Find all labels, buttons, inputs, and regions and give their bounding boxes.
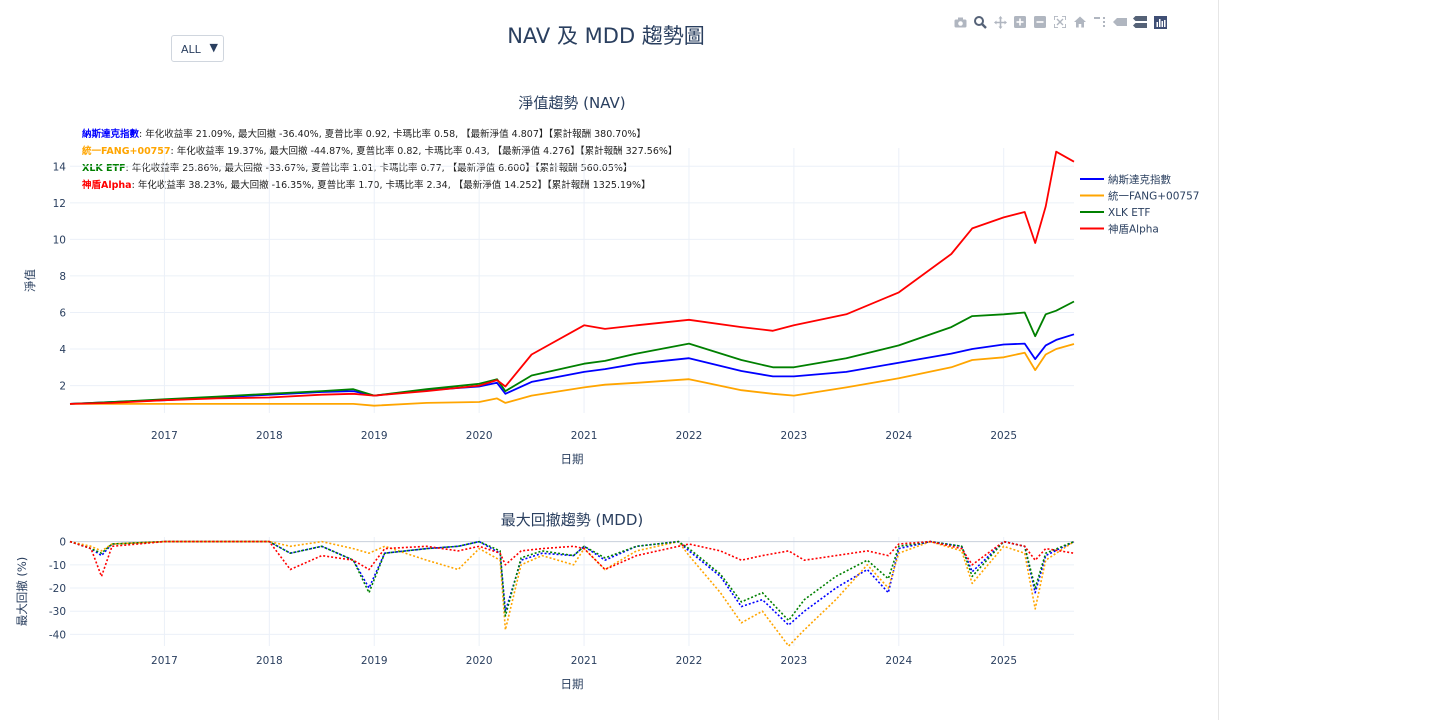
x-tick-label: 2023 bbox=[781, 430, 808, 442]
legend-item: XLK ETF bbox=[1108, 207, 1150, 219]
pan-icon[interactable] bbox=[990, 14, 1010, 30]
x-tick-label: 2024 bbox=[885, 655, 912, 667]
y-axis-label: 淨值 bbox=[23, 269, 37, 292]
y-tick-label: -30 bbox=[49, 606, 66, 618]
x-tick-label: 2022 bbox=[676, 655, 703, 667]
y-tick-label: 14 bbox=[53, 161, 67, 173]
x-tick-label: 2025 bbox=[990, 655, 1017, 667]
y-tick-label: 0 bbox=[59, 537, 66, 549]
zoom-icon[interactable] bbox=[970, 14, 990, 30]
x-tick-label: 2019 bbox=[361, 655, 388, 667]
chevron-down-icon: ▼ bbox=[209, 41, 218, 54]
x-tick-label: 2018 bbox=[256, 655, 283, 667]
y-tick-label: 2 bbox=[59, 381, 66, 393]
hover-closest-icon[interactable] bbox=[1110, 14, 1130, 30]
y-tick-label: -20 bbox=[49, 583, 66, 595]
y-tick-label: 6 bbox=[59, 307, 66, 319]
zoom-in-icon[interactable] bbox=[1010, 14, 1030, 30]
series-line-3 bbox=[69, 540, 1075, 578]
zoom-out-icon[interactable] bbox=[1030, 14, 1050, 30]
y-axis-label: 最大回撤 (%) bbox=[15, 557, 29, 627]
x-axis-label: 日期 bbox=[561, 452, 584, 466]
stat-text: : 年化收益率 19.37%, 最大回撤 -44.87%, 夏普比率 0.82,… bbox=[170, 146, 678, 157]
x-tick-label: 2020 bbox=[466, 655, 493, 667]
x-tick-label: 2017 bbox=[151, 655, 178, 667]
x-tick-label: 2023 bbox=[781, 655, 808, 667]
series-line-1 bbox=[69, 540, 1075, 647]
y-tick-label: 10 bbox=[53, 234, 66, 246]
series-line-2 bbox=[69, 540, 1075, 622]
y-tick-label: 12 bbox=[53, 198, 66, 210]
reset-axes-icon[interactable] bbox=[1070, 14, 1090, 30]
camera-icon[interactable] bbox=[950, 14, 970, 30]
x-tick-label: 2021 bbox=[571, 430, 598, 442]
series-line-1 bbox=[70, 343, 1075, 407]
y-tick-label: 8 bbox=[59, 271, 66, 283]
legend-item: 神盾Alpha bbox=[1108, 223, 1159, 236]
stat-line-alpha: 神盾Alpha: 年化收益率 38.23%, 最大回撤 -16.35%, 夏普比… bbox=[82, 177, 651, 191]
spike-lines-icon[interactable] bbox=[1090, 14, 1110, 30]
stat-name: XLK ETF bbox=[82, 163, 126, 174]
charts-canvas: 淨值趨勢 (NAV)2017 2018 2019 2020 2021 2022 2023 20… bbox=[15, 94, 1199, 691]
series-line-3 bbox=[69, 150, 1075, 405]
stat-line-fang: 統一FANG+00757: 年化收益率 19.37%, 最大回撤 -44.87%… bbox=[82, 143, 677, 157]
chart-title: 最大回撤趨勢 (MDD) bbox=[501, 511, 644, 529]
series-line-2 bbox=[69, 300, 1075, 405]
x-tick-label: 2024 bbox=[885, 430, 912, 442]
legend-item: 統一FANG+00757 bbox=[1108, 190, 1199, 203]
range-dropdown[interactable]: ALL ▼ bbox=[171, 35, 224, 62]
y-tick-label: -40 bbox=[49, 629, 66, 641]
x-tick-label: 2025 bbox=[990, 430, 1017, 442]
x-tick-label: 2018 bbox=[256, 430, 283, 442]
x-tick-label: 2017 bbox=[151, 430, 178, 442]
stat-line-xlk: XLK ETF: 年化收益率 25.86%, 最大回撤 -33.67%, 夏普比… bbox=[82, 160, 632, 174]
autoscale-icon[interactable] bbox=[1050, 14, 1070, 30]
modebar bbox=[950, 14, 1170, 30]
series-line-0 bbox=[69, 333, 1075, 405]
hover-compare-icon[interactable] bbox=[1130, 14, 1150, 30]
y-tick-label: 4 bbox=[59, 344, 66, 356]
chart-title: 淨值趨勢 (NAV) bbox=[518, 94, 625, 112]
stat-text: : 年化收益率 38.23%, 最大回撤 -16.35%, 夏普比率 1.70,… bbox=[131, 180, 651, 191]
stat-line-nasdaq: 納斯達克指數: 年化收益率 21.09%, 最大回撤 -36.40%, 夏普比率… bbox=[82, 126, 646, 140]
stat-name: 納斯達克指數 bbox=[82, 129, 140, 140]
legend-item: 納斯達克指數 bbox=[1108, 173, 1171, 186]
x-tick-label: 2021 bbox=[571, 655, 598, 667]
x-tick-label: 2019 bbox=[361, 430, 388, 442]
y-tick-label: -10 bbox=[49, 560, 66, 572]
plotly-logo-icon[interactable] bbox=[1150, 14, 1170, 30]
x-axis-label: 日期 bbox=[561, 677, 584, 691]
x-tick-label: 2022 bbox=[676, 430, 703, 442]
stat-name: 神盾Alpha bbox=[82, 180, 132, 191]
x-tick-label: 2020 bbox=[466, 430, 493, 442]
stat-text: : 年化收益率 25.86%, 最大回撤 -33.67%, 夏普比率 1.01,… bbox=[125, 163, 633, 174]
series-line-0 bbox=[69, 540, 1075, 626]
divider bbox=[1218, 0, 1219, 720]
stat-text: : 年化收益率 21.09%, 最大回撤 -36.40%, 夏普比率 0.92,… bbox=[139, 129, 646, 140]
stat-name: 統一FANG+00757 bbox=[82, 146, 171, 157]
dropdown-value: ALL bbox=[181, 43, 201, 56]
page-title: NAV 及 MDD 趨勢圖 bbox=[507, 24, 705, 48]
